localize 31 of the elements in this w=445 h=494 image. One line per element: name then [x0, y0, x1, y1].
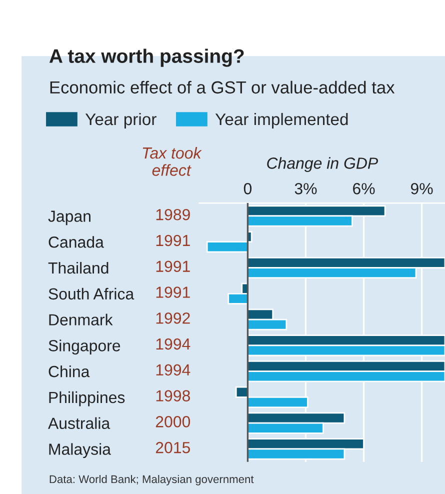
legend-label: Year prior	[85, 112, 156, 128]
y-tick-label: Philippines	[49, 391, 125, 406]
text: 1992	[156, 312, 190, 324]
text: Data: World Bank; Malaysian government	[50, 474, 254, 486]
y-tick-label: Thailand	[48, 262, 108, 274]
y-tick-label: Denmark	[49, 314, 113, 326]
y-tick-label: Japan	[48, 210, 90, 226]
text: 1991	[156, 234, 190, 246]
y-tick-label: Singapore	[48, 340, 120, 355]
legend-label: Year implemented	[215, 112, 348, 128]
text: 1991	[156, 286, 190, 298]
text: 2015	[156, 442, 190, 454]
text: 1994	[156, 364, 190, 376]
y-tick-label: Canada	[48, 236, 104, 248]
x-tick-label: 0	[244, 183, 252, 194]
chart-title: A tax worth passing?	[49, 48, 244, 67]
text: 1994	[156, 338, 190, 350]
y-tick-label: China	[48, 366, 90, 378]
text: 1998	[156, 390, 190, 402]
x-axis-title: Change in GDP	[267, 157, 378, 172]
y-tick-label: Malaysia	[49, 443, 111, 458]
text: 1989	[156, 208, 190, 220]
x-tick-label: 6%	[353, 183, 375, 194]
y-tick-label: South Africa	[48, 288, 134, 300]
y-tick-label: Australia	[48, 417, 110, 430]
text: Tax took effect	[142, 146, 202, 176]
chart-subtitle: Economic effect of a GST or value-added tax	[50, 80, 395, 94]
x-tick-label: 3%	[294, 183, 317, 194]
text: 2000	[156, 416, 190, 428]
x-tick-label: 9%	[410, 183, 433, 194]
text: 1991	[156, 260, 190, 272]
